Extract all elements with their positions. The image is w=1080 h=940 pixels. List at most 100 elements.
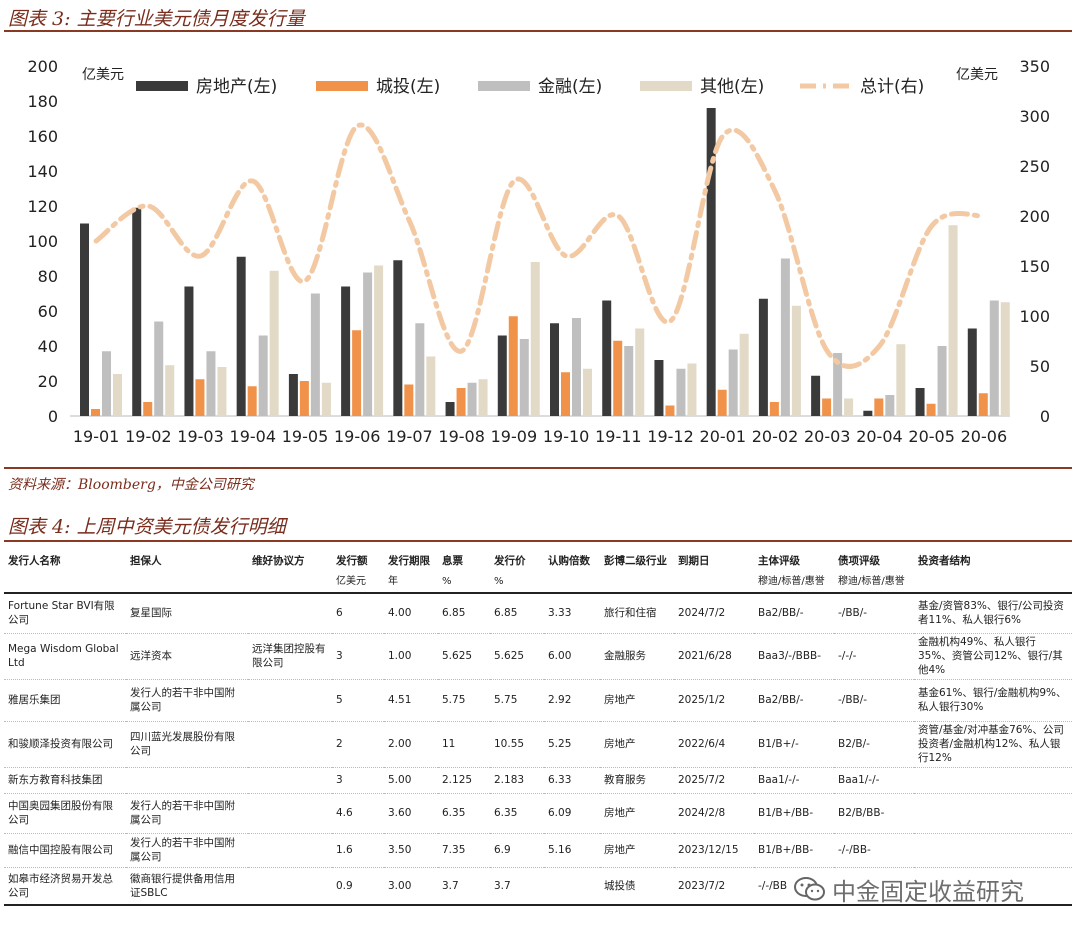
table-cell (248, 721, 332, 768)
total-line (93, 122, 987, 369)
table-cell: -/-/BB (754, 867, 834, 906)
table-cell: 发行人的若干非中国附属公司 (126, 793, 248, 834)
y-left-unit-label: 亿美元 (82, 67, 124, 83)
bar (374, 265, 384, 416)
x-tick-label: 19-02 (125, 427, 172, 446)
table-cell: 6.00 (544, 633, 600, 680)
table-cell: 6.35 (490, 793, 544, 834)
unit-cell: % (490, 572, 544, 594)
table-cell: 旅行和住宿 (600, 593, 674, 634)
y-left-tick-label: 180 (27, 92, 58, 111)
unit-cell (126, 572, 248, 594)
bar (833, 353, 843, 416)
bar (769, 402, 779, 416)
table-cell: 3.60 (384, 793, 438, 834)
table-cell: 5.25 (544, 721, 600, 768)
x-tick-label: 19-07 (386, 427, 433, 446)
table-cell: Baa1/-/- (834, 767, 914, 794)
table-cell: 新东方教育科技集团 (4, 767, 126, 794)
bar (874, 398, 884, 416)
table-cell (248, 679, 332, 722)
table-row: 新东方教育科技集团 3 5.00 2.125 2.183 6.33 教育服务 2025/7/2… (4, 767, 1072, 794)
bar (247, 386, 257, 416)
bar (550, 323, 559, 416)
table-cell: Ba2/BB/- (754, 593, 834, 634)
unit-cell (914, 572, 1072, 594)
bar (467, 382, 477, 416)
table-cell (914, 767, 1072, 794)
x-tick-label: 19-12 (647, 427, 694, 446)
table-cell: 2.00 (384, 721, 438, 768)
bar (530, 262, 540, 416)
table-cell: 5.00 (384, 767, 438, 794)
table-cell: 5.16 (544, 833, 600, 868)
table-cell: B2/B/- (834, 721, 914, 768)
table-cell: 6.85 (438, 593, 490, 634)
x-tick-label: 20-03 (804, 427, 851, 446)
x-tick-label: 19-08 (438, 427, 485, 446)
table-cell: 基金61%、银行/金融机构9%、私人银行30% (914, 679, 1072, 722)
y-right-tick-label: 100 (1019, 307, 1050, 326)
table-cell: Ba2/BB/- (754, 679, 834, 722)
table-cell (914, 793, 1072, 834)
table-cell: 2025/7/2 (674, 767, 754, 794)
x-tick-label: 20-06 (961, 427, 1008, 446)
unit-cell (544, 572, 600, 594)
bar (676, 368, 686, 416)
bar (508, 316, 518, 416)
header-issuer: 发行人名称 (8, 554, 61, 567)
y-left-tick-label: 200 (27, 57, 58, 76)
table-cell: 2023/12/15 (674, 833, 754, 868)
bar (822, 398, 832, 416)
table-cell: 3.33 (544, 593, 600, 634)
table-cell (544, 867, 600, 906)
table-cell (248, 593, 332, 634)
bar (456, 388, 466, 416)
bar (583, 368, 592, 416)
table-cell: 4.51 (384, 679, 438, 722)
figure4-title: 图表 4: 上周中资美元债发行明细 (8, 516, 286, 538)
table-cell (248, 793, 332, 834)
bar (665, 405, 675, 416)
header-bond-rating: 债项评级 (838, 554, 880, 567)
table-cell: 资管/基金/对冲基金76%、公司投资者/金融机构12%、私人银行12% (914, 721, 1072, 768)
bar (310, 293, 320, 416)
bar (165, 365, 175, 416)
legend-label: 总计(右) (860, 77, 924, 97)
table-cell: 房地产 (600, 833, 674, 868)
header-keepwell: 维好协议方 (252, 554, 305, 567)
bar (728, 349, 738, 416)
table-cell: Mega Wisdom Global Ltd (4, 633, 126, 680)
unit-cell: 亿美元 (332, 572, 384, 594)
bar (896, 344, 906, 416)
x-tick-label: 19-09 (491, 427, 538, 446)
bar (739, 333, 749, 416)
bar (967, 328, 977, 416)
table-cell: 10.55 (490, 721, 544, 768)
table-cell: 2 (332, 721, 384, 768)
table-cell: 2.92 (544, 679, 600, 722)
bar (113, 374, 122, 416)
bar (404, 384, 414, 416)
figure3-bottom-rule (4, 467, 1072, 469)
table-cell: B1/B+/- (754, 721, 834, 768)
x-tick-label: 19-05 (282, 427, 329, 446)
bar (102, 351, 111, 416)
table-cell (126, 767, 248, 794)
bar (269, 270, 279, 416)
legend-label: 房地产(左) (196, 77, 277, 97)
table-cell: 2025/1/2 (674, 679, 754, 722)
bar (937, 346, 947, 416)
legend-label: 其他(左) (700, 77, 764, 97)
table-cell (248, 833, 332, 868)
bar (143, 402, 153, 416)
table-cell: 房地产 (600, 721, 674, 768)
y-left-tick-label: 80 (38, 267, 58, 286)
table-cell: 发行人的若干非中国附属公司 (126, 679, 248, 722)
bar (948, 225, 958, 416)
bar (445, 402, 455, 416)
bar (613, 340, 623, 416)
bar (288, 374, 298, 416)
table-cell: B2/B/BB- (834, 793, 914, 834)
table-cell: 中国奥园集团股份有限公司 (4, 793, 126, 834)
